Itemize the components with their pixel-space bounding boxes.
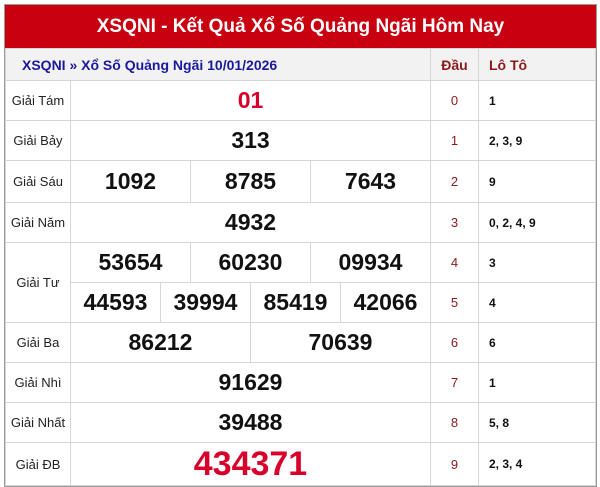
loto-header: Lô Tô [478,48,596,81]
loto-cell: 9 [478,160,596,203]
loto-cell: 2, 3, 4 [478,442,596,486]
dau-cell: 0 [430,80,479,121]
prize-number: 1092 [104,168,157,194]
prize-row-4b: 44593 39994 85419 42066 5 4 [6,282,596,323]
dau-cell: 3 [430,202,479,243]
prize-label: Giải Năm [5,202,71,243]
prize-row-5: Giải Năm 4932 3 0, 2, 4, 9 [5,202,596,243]
prize-number: 39488 [70,402,431,443]
loto-cell: 3 [478,242,596,283]
dau-cell: 1 [430,120,479,161]
page-title: XSQNI - Kết Quả Xổ Số Quảng Ngãi Hôm Nay [5,5,596,48]
dau-cell: 4 [430,242,479,283]
dau-header: Đầu [430,48,479,81]
prize-number: 01 [70,80,431,121]
prize-number: 91629 [70,362,431,403]
dau-cell: 5 [430,282,479,323]
prize-label: Giải ĐB [5,442,71,486]
prize-number: 09934 [310,243,430,282]
prize-number: 39994 [160,283,250,322]
loto-cell: 1 [478,80,596,121]
loto-cell: 6 [478,322,596,363]
special-prize-number: 434371 [70,442,431,486]
prize-number: 86212 [128,329,193,355]
dau-cell: 2 [430,160,479,203]
dau-cell: 7 [430,362,479,403]
prize-row-8: Giải Tám 01 0 1 [5,80,596,121]
prize-number: 60230 [190,243,310,282]
breadcrumb[interactable]: XSQNI » Xổ Số Quảng Ngãi 10/01/2026 [5,48,431,81]
prize-number: 7643 [310,161,430,202]
prize-number: 42066 [340,283,430,322]
prize-number: 4932 [70,202,431,243]
prize-row-3: Giải Ba 86212 70639 6 6 [5,322,596,363]
loto-cell: 1 [478,362,596,403]
dau-cell: 9 [430,442,479,486]
loto-cell: 2, 3, 9 [478,120,596,161]
prize-label: Giải Tư [5,242,71,323]
results-panel: XSQNI - Kết Quả Xổ Số Quảng Ngãi Hôm Nay… [4,4,597,487]
prize-number: 85419 [250,283,340,322]
prize-label: Giải Tám [5,80,71,121]
prize-number: 8785 [190,161,310,202]
prize-number: 70639 [250,323,430,362]
prize-row-2: Giải Nhì 91629 7 1 [5,362,596,403]
prize-number: 53654 [98,249,163,275]
prize-label: Giải Nhất [5,402,71,443]
results-table: XSQNI » Xổ Số Quảng Ngãi 10/01/2026 Đầu … [5,48,596,486]
prize-number: 44593 [83,289,148,315]
loto-cell: 4 [478,282,596,323]
prize-row-special: Giải ĐB 434371 9 2, 3, 4 [5,442,596,486]
prize-label: Giải Sáu [5,160,71,203]
prize-row-6: Giải Sáu 1092 8785 7643 2 9 [5,160,596,203]
prize-row-1: Giải Nhất 39488 8 5, 8 [5,402,596,443]
dau-cell: 8 [430,402,479,443]
dau-cell: 6 [430,322,479,363]
prize-label: Giải Ba [5,322,71,363]
prize-label: Giải Bảy [5,120,71,161]
prize-row-4a: Giải Tư 53654 60230 09934 4 3 [5,242,596,323]
prize-number: 313 [70,120,431,161]
loto-cell: 0, 2, 4, 9 [478,202,596,243]
prize-row-7: Giải Bảy 313 1 2, 3, 9 [5,120,596,161]
loto-cell: 5, 8 [478,402,596,443]
prize-label: Giải Nhì [5,362,71,403]
